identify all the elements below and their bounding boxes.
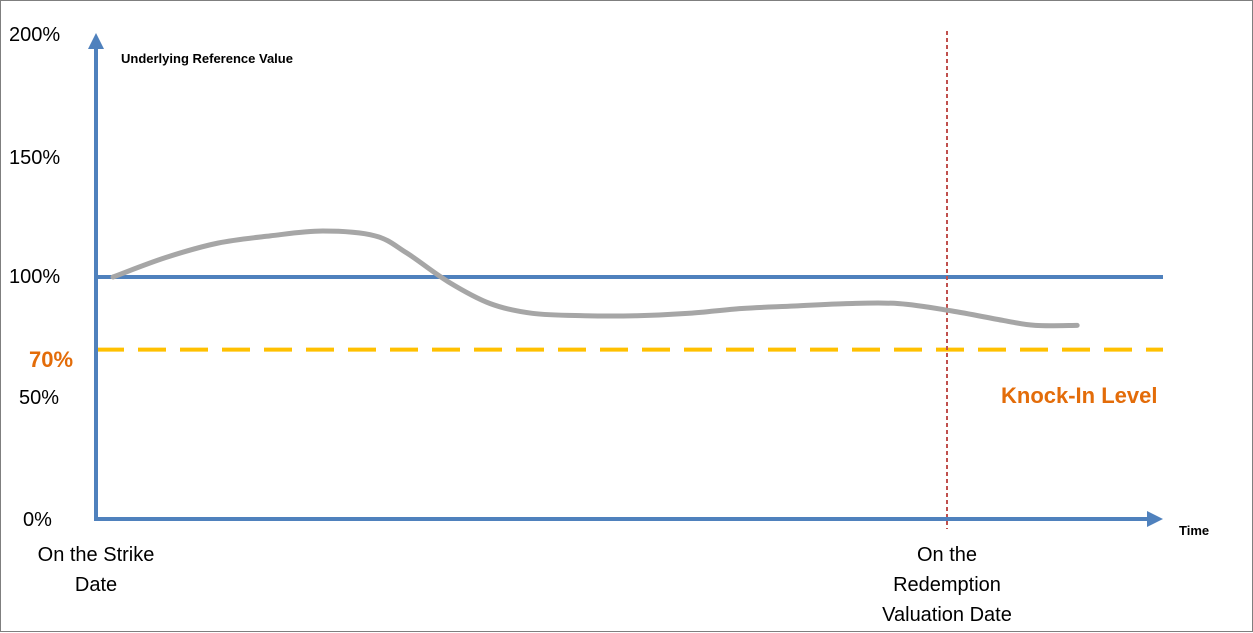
y-axis-title: Underlying Reference Value — [121, 51, 293, 66]
y-axis-arrowhead — [88, 33, 104, 49]
x-category-label: Redemption — [893, 574, 1001, 596]
knock-in-level-label: Knock-In Level — [1001, 383, 1157, 408]
x-axis-arrowhead — [1147, 511, 1163, 527]
y-tick-label: 100% — [9, 266, 60, 288]
x-category-label: On the — [917, 544, 977, 566]
x-category-label: On the Strike — [38, 544, 155, 566]
underlying-value-line — [110, 228, 1080, 329]
x-category-label: Valuation Date — [882, 604, 1012, 626]
x-axis-title: Time — [1179, 523, 1209, 538]
knock-in-percent-label: 70% — [29, 347, 73, 372]
y-tick-label: 0% — [23, 509, 52, 531]
y-tick-label: 150% — [9, 147, 60, 169]
y-tick-label: 200% — [9, 24, 60, 46]
y-tick-label: 50% — [19, 387, 59, 409]
x-category-label: Date — [75, 574, 117, 596]
